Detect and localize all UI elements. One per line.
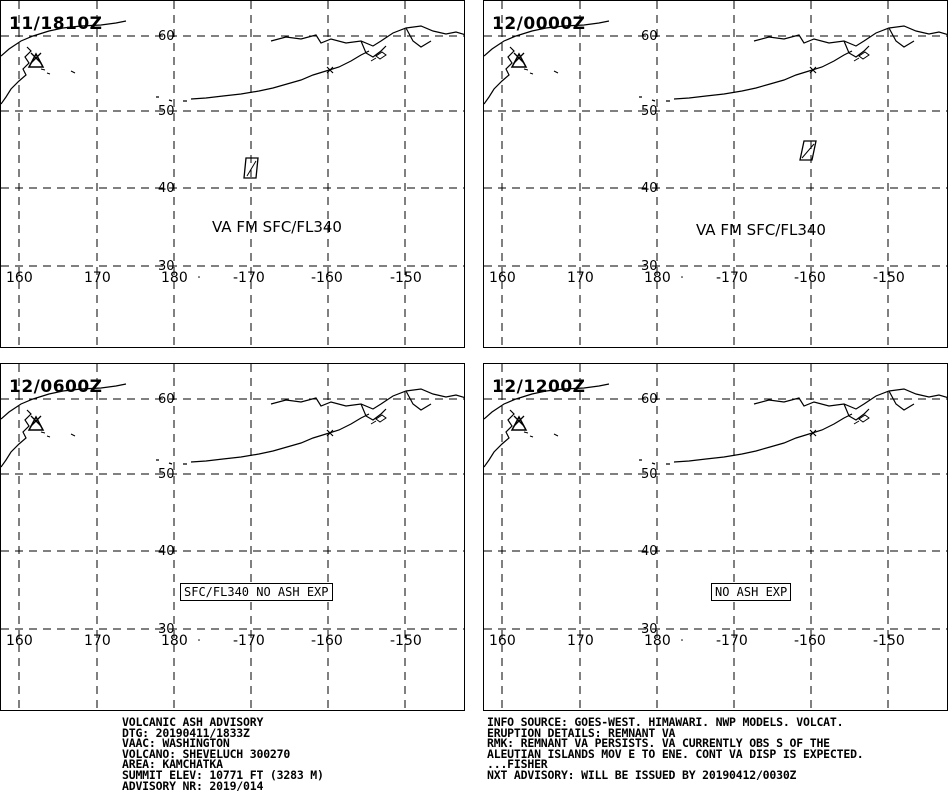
lon-label: 160	[6, 270, 33, 286]
graticule	[484, 364, 947, 710]
panel-time: 12/0000Z	[492, 14, 586, 34]
lon-label: 160	[489, 270, 516, 286]
lat-label: 50	[158, 467, 175, 482]
volcano-icon	[27, 415, 45, 431]
lon-label: -150	[390, 633, 422, 649]
panel-time: 12/1200Z	[492, 377, 586, 397]
lat-label: 30	[641, 622, 658, 637]
no-ash-box: SFC/FL340 NO ASH EXP	[180, 583, 333, 601]
volcano-icon	[510, 415, 528, 431]
volcano-icon	[27, 52, 45, 68]
advisory-volcano: VOLCANO: SHEVELUCH 300270	[122, 746, 291, 761]
lon-label: 170	[567, 633, 594, 649]
va-label: VA FM SFC/FL340	[212, 218, 342, 236]
map-graphics: 60 50 40 30 160 170 180 -170 -160 -150	[1, 1, 464, 347]
lat-label: 50	[641, 467, 658, 482]
map-panel-1: 60 50 40 30 160 170 180 -170 -160 -150 11/1810Z V…	[0, 0, 465, 348]
lat-label: 40	[158, 544, 175, 559]
advisory-vaac: VAAC: WASHINGTON	[122, 736, 230, 751]
graticule	[1, 1, 464, 347]
lon-label: -150	[390, 270, 422, 286]
lon-label: -150	[873, 270, 905, 286]
va-label: VA FM SFC/FL340	[696, 221, 826, 239]
advisory-title: VOLCANIC ASH ADVISORY	[122, 715, 264, 729]
kamchatka-coast	[484, 20, 610, 105]
lat-label: 50	[641, 104, 658, 119]
alaska-coast	[270, 25, 464, 58]
lat-label: 60	[158, 29, 175, 44]
kamchatka-coast	[484, 383, 610, 468]
advisory-left: VOLCANIC ASH ADVISORY DTG: 20190411/1833Z…	[122, 715, 324, 793]
panel-time: 11/1810Z	[9, 14, 103, 34]
lon-label: -160	[311, 270, 343, 286]
lat-label: 40	[641, 181, 658, 196]
map-panel-2: 60 50 40 30 160 170 180 -170 -160 -150 12/0000Z V…	[483, 0, 948, 348]
lon-label: -160	[794, 633, 826, 649]
no-ash-box: NO ASH EXP	[711, 583, 792, 601]
map-graphics: 60 50 40 30 160 170 180 -170 -160 -150	[484, 1, 947, 347]
lon-label: 180	[161, 633, 188, 649]
aleutian-islands	[639, 50, 853, 102]
map-graphics: 60 50 40 30 160 170 180 -170 -160 -150	[484, 364, 947, 710]
lon-label: 160	[489, 633, 516, 649]
advisory-next: NXT ADVISORY: WILL BE ISSUED BY 20190412…	[487, 767, 797, 782]
lon-label: 180	[644, 270, 671, 286]
alaska-coast	[753, 25, 947, 58]
map-panel-4: 60 50 40 30 160 170 180 -170 -160 -150 12/1200Z N…	[483, 363, 948, 711]
lat-label: 40	[641, 544, 658, 559]
kamchatka-coast	[1, 383, 127, 468]
lon-label: -170	[233, 270, 265, 286]
aleutian-islands	[156, 50, 370, 102]
lon-label: -160	[794, 270, 826, 286]
advisory-remarks: RMK: REMNANT VA PERSISTS. VA CURRENTLY O…	[487, 736, 830, 751]
lon-label: 170	[84, 270, 111, 286]
lon-label: -170	[716, 633, 748, 649]
lon-label: -170	[716, 270, 748, 286]
lat-label: 50	[158, 104, 175, 119]
lat-label: 60	[641, 29, 658, 44]
graticule	[484, 1, 947, 347]
graticule	[1, 364, 464, 710]
alaska-coast	[753, 388, 947, 421]
lat-label: 30	[158, 622, 175, 637]
lon-label: -160	[311, 633, 343, 649]
kamchatka-coast	[1, 20, 127, 105]
lon-label: 180	[161, 270, 188, 286]
aleutian-islands	[639, 413, 853, 465]
advisory-eruption-details: ERUPTION DETAILS: REMNANT VA	[487, 725, 676, 740]
advisory-dtg: DTG: 20190411/1833Z	[122, 725, 250, 740]
advisory-area: AREA: KAMCHATKA	[122, 757, 223, 772]
alaska-coast	[270, 388, 464, 421]
advisory-info-source: INFO SOURCE: GOES-WEST. HIMAWARI. NWP MO…	[487, 715, 844, 729]
lat-label: 60	[158, 392, 175, 407]
panel-time: 12/0600Z	[9, 377, 103, 397]
lon-label: 180	[644, 633, 671, 649]
volcano-icon	[510, 52, 528, 68]
advisory-number: ADVISORY NR: 2019/014	[122, 778, 264, 793]
advisory-right: INFO SOURCE: GOES-WEST. HIMAWARI. NWP MO…	[487, 715, 864, 782]
advisory-forecaster: ...FISHER	[487, 757, 548, 772]
lon-label: 170	[567, 270, 594, 286]
lat-label: 60	[641, 392, 658, 407]
lon-label: -150	[873, 633, 905, 649]
aleutian-islands	[156, 413, 370, 465]
map-graphics: 60 50 40 30 160 170 180 -170 -160 -150	[1, 364, 464, 710]
lat-label: 30	[641, 259, 658, 274]
lat-label: 30	[158, 259, 175, 274]
lon-label: 170	[84, 633, 111, 649]
advisory-summit: SUMMIT ELEV: 10771 FT (3283 M)	[122, 767, 324, 782]
lon-label: -170	[233, 633, 265, 649]
advisory-remarks-cont: ALEUTIAN ISLANDS MOV E TO ENE. CONT VA D…	[487, 746, 864, 761]
lat-label: 40	[158, 181, 175, 196]
lon-label: 160	[6, 633, 33, 649]
map-panel-3: 60 50 40 30 160 170 180 -170 -160 -150 12/0600Z S…	[0, 363, 465, 711]
